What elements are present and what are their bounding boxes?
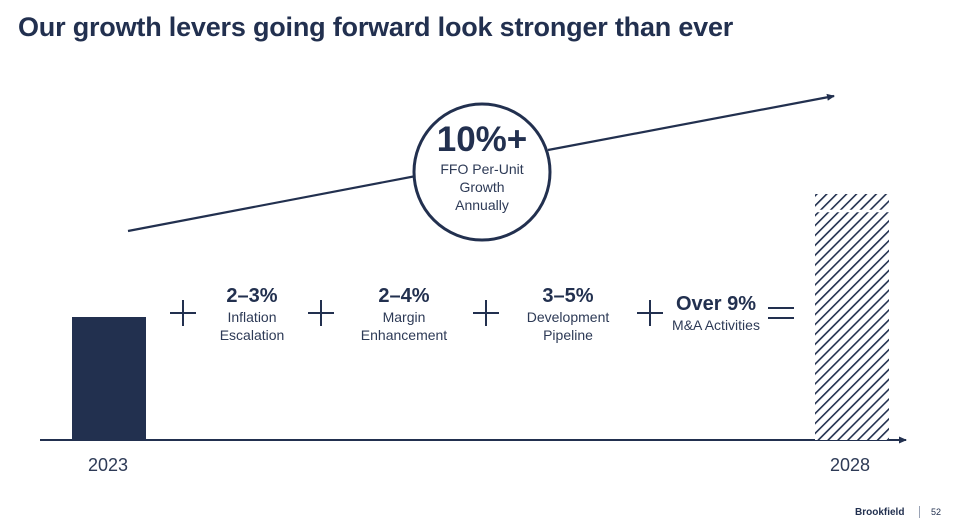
plus-sign: [308, 300, 334, 326]
lever-label-line: Enhancement: [360, 327, 448, 343]
footer-divider: [919, 506, 920, 518]
year-label-start: 2023: [88, 455, 129, 475]
lever-margin-enhancement: 2–4% Margin Enhancement: [344, 284, 464, 344]
bar-2023: [72, 317, 146, 440]
growth-badge-circle: [412, 102, 552, 242]
equals-sign: [768, 307, 794, 319]
year-label-end: 2028: [830, 455, 871, 475]
lever-value: 3–5%: [542, 285, 594, 307]
trend-line-left: [127, 174, 417, 233]
bar-2028: [815, 194, 889, 440]
lever-inflation-escalation: 2–3% Inflation Escalation: [192, 284, 312, 344]
lever-label-line: Margin: [382, 309, 426, 325]
page-number: 52: [931, 507, 942, 517]
plus-sign: [170, 300, 196, 326]
plus-sign: [637, 300, 663, 326]
lever-label-line: Escalation: [219, 327, 285, 343]
growth-badge-label-line: Growth: [459, 179, 505, 195]
lever-label-line: Development: [526, 309, 610, 325]
lever-value: Over 9%: [675, 293, 757, 315]
lever-label-line: Inflation: [227, 309, 277, 325]
trend-arrow: [547, 93, 835, 152]
lever-label-line: Pipeline: [543, 327, 593, 343]
lever-development-pipeline: 3–5% Development Pipeline: [508, 284, 628, 344]
growth-badge-label-line: Annually: [455, 197, 509, 213]
growth-badge-value: 10%+: [436, 120, 528, 159]
plus-sign: [473, 300, 499, 326]
growth-badge: 10%+ FFO Per-Unit Growth Annually: [413, 112, 551, 232]
lever-ma-activities: Over 9% M&A Activities: [656, 292, 776, 334]
brand-logo: Brookfield: [855, 507, 905, 518]
lever-value: 2–3%: [226, 285, 278, 307]
lever-value: 2–4%: [378, 285, 430, 307]
slide-title: Our growth levers going forward look str…: [18, 12, 734, 42]
growth-badge-label-line: FFO Per-Unit: [440, 161, 524, 177]
lever-label-line: M&A Activities: [672, 317, 760, 333]
